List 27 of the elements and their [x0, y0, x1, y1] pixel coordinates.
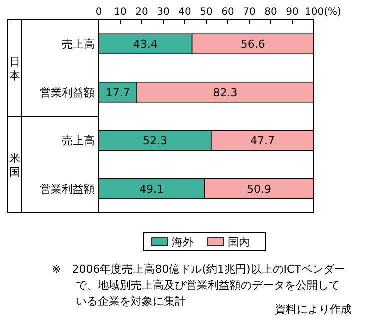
y-tick-label: 売上高 [62, 134, 95, 148]
x-tick-label: 70 [243, 7, 256, 18]
data-label: 17.7 [106, 86, 130, 100]
x-tick-label: 60 [222, 7, 234, 18]
x-tick-label: 90 [286, 7, 299, 18]
x-tick-label: 0 [96, 7, 102, 18]
data-label: 82.3 [213, 86, 238, 100]
data-label: 50.9 [247, 182, 272, 196]
data-label: 49.1 [140, 182, 164, 196]
data-label: 47.7 [250, 134, 275, 148]
x-tick-label: 20 [136, 7, 148, 18]
y-tick-label: 営業利益額 [40, 182, 95, 196]
x-tick-label: 100(%) [305, 7, 342, 18]
legend-label: 海外 [172, 236, 194, 249]
x-tick-label: 30 [157, 7, 170, 18]
text: 米国 [10, 152, 20, 179]
data-label: 52.3 [142, 134, 168, 148]
x-tick-label: 50 [200, 7, 213, 18]
x-tick-label: 80 [264, 7, 278, 18]
x-tick-label: 40 [178, 7, 192, 18]
data-label: 56.6 [240, 38, 266, 52]
y-tick-label: 売上高 [62, 38, 95, 52]
data-label: 43.4 [133, 38, 158, 52]
x-tick-label: 10 [114, 7, 127, 18]
text: 日本 [10, 55, 20, 82]
legend-label: 国内 [228, 236, 250, 249]
y-tick-label: 営業利益額 [40, 86, 95, 100]
